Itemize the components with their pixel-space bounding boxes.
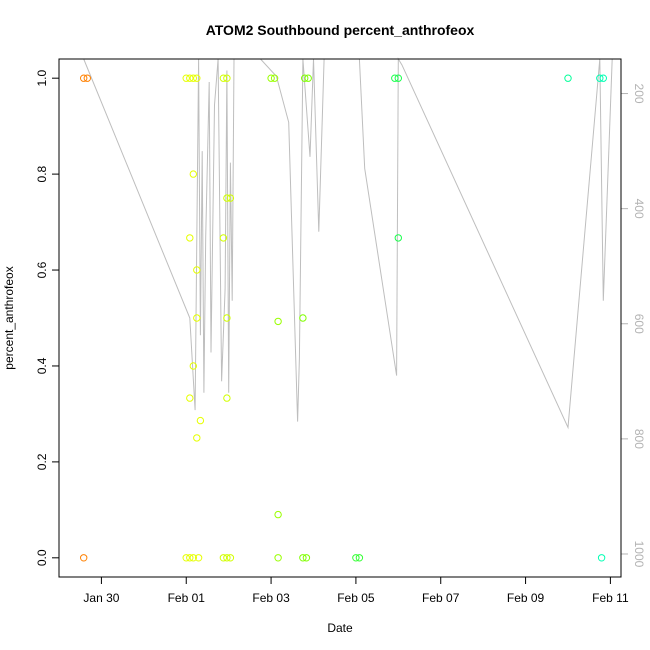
data-point xyxy=(599,74,607,82)
scatter-points xyxy=(80,74,607,562)
data-point xyxy=(182,74,190,82)
y-tick-label: 0.4 xyxy=(35,357,49,374)
x-tick-label: Feb 07 xyxy=(422,591,460,605)
data-point xyxy=(299,554,307,562)
chart-title: ATOM2 Southbound percent_anthrofeox xyxy=(206,22,475,38)
data-point xyxy=(564,74,572,82)
data-point xyxy=(394,74,402,82)
data-point xyxy=(270,74,279,82)
data-point xyxy=(186,234,194,242)
y-tick-label: 0.2 xyxy=(35,453,49,470)
data-point xyxy=(193,314,201,322)
data-point xyxy=(274,317,282,326)
data-point xyxy=(186,74,194,82)
x-tick-label: Feb 11 xyxy=(592,591,629,605)
data-point xyxy=(301,74,309,82)
line-series xyxy=(83,57,613,430)
data-point xyxy=(299,314,307,322)
data-point xyxy=(391,74,399,82)
y-tick-label: 0.6 xyxy=(35,261,49,278)
data-point xyxy=(186,554,194,562)
data-point xyxy=(223,194,231,202)
data-point xyxy=(193,266,201,274)
data-point xyxy=(596,74,604,82)
x-tick-label: Feb 01 xyxy=(168,591,206,605)
data-point xyxy=(352,554,360,562)
data-point xyxy=(219,554,228,562)
y-tick-label: 0.8 xyxy=(35,165,49,182)
data-point xyxy=(186,394,194,402)
y-axis-label: percent_anthrofeox xyxy=(2,266,16,369)
y-tick-label: 1.0 xyxy=(35,70,49,87)
data-point xyxy=(355,554,364,562)
data-point xyxy=(267,74,275,82)
y2-tick-label: 400 xyxy=(632,199,646,219)
plot-frame xyxy=(58,58,622,578)
data-point xyxy=(597,554,606,562)
data-point xyxy=(189,74,198,82)
y2-tick-label: 800 xyxy=(632,429,646,449)
data-point xyxy=(226,194,235,202)
data-point xyxy=(219,74,228,82)
x-tick-label: Jan 30 xyxy=(83,591,119,605)
data-point xyxy=(274,554,282,562)
data-point xyxy=(219,234,228,242)
data-point xyxy=(189,170,198,178)
x-tick-label: Feb 09 xyxy=(507,591,545,605)
data-point xyxy=(193,74,201,82)
data-point xyxy=(394,234,402,242)
data-point xyxy=(80,554,88,562)
y-tick-label: 0.0 xyxy=(35,549,49,566)
data-point xyxy=(189,362,198,370)
data-point xyxy=(223,314,231,322)
data-point xyxy=(223,554,231,562)
data-point xyxy=(274,510,282,519)
y2-tick-label: 200 xyxy=(632,84,646,104)
data-point xyxy=(223,74,231,82)
series-line xyxy=(83,57,613,430)
x-axis-label: Date xyxy=(327,621,353,635)
x-tick-label: Feb 05 xyxy=(337,591,375,605)
data-point xyxy=(223,394,231,402)
data-point xyxy=(226,554,235,562)
y2-tick-label: 1000 xyxy=(632,541,646,568)
data-point xyxy=(189,554,198,562)
axes: Jan 30 Feb 01 Feb 03 Feb 05 Feb 07 Feb 09 Feb … xyxy=(35,70,646,605)
x-tick-label: Feb 03 xyxy=(252,591,290,605)
y2-tick-label: 600 xyxy=(632,314,646,334)
data-point xyxy=(182,554,190,562)
data-point xyxy=(193,434,201,442)
data-point xyxy=(196,416,205,425)
data-point xyxy=(194,554,203,562)
data-point xyxy=(302,554,311,562)
data-point xyxy=(304,74,312,82)
data-point xyxy=(80,74,88,82)
data-point xyxy=(83,74,92,82)
